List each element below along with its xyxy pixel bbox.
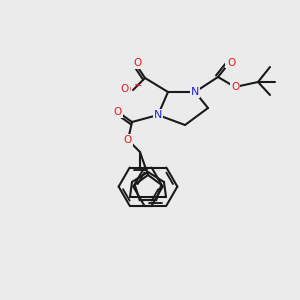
Text: O: O	[227, 58, 235, 68]
Text: O: O	[133, 58, 141, 68]
Text: N: N	[154, 110, 162, 120]
Text: N: N	[191, 87, 199, 97]
Text: O: O	[133, 58, 141, 68]
Text: O: O	[123, 85, 131, 95]
Text: −: −	[134, 80, 142, 89]
Text: O: O	[121, 84, 129, 94]
Text: O: O	[114, 107, 122, 117]
Text: −: −	[134, 80, 140, 89]
Text: O: O	[124, 135, 132, 145]
Text: O: O	[124, 135, 132, 145]
Text: O: O	[226, 57, 234, 67]
Text: O: O	[231, 82, 239, 92]
Text: O: O	[114, 107, 122, 117]
Text: O: O	[231, 82, 239, 92]
